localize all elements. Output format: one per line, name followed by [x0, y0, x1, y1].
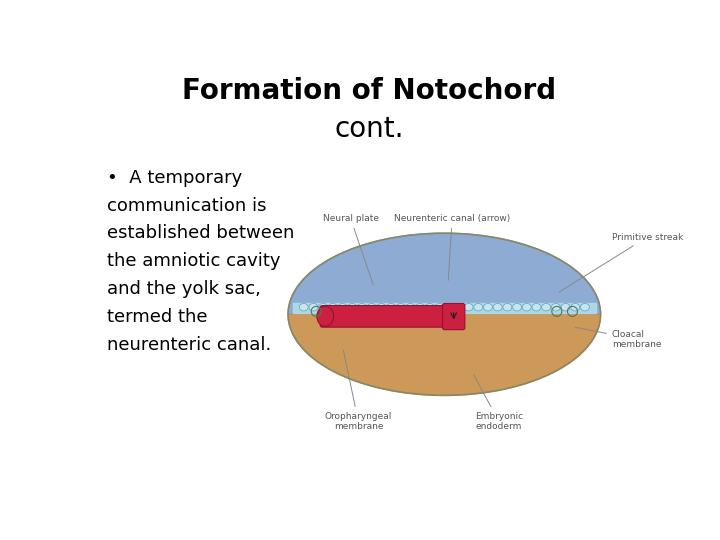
Ellipse shape	[474, 303, 482, 311]
Ellipse shape	[300, 303, 308, 311]
Ellipse shape	[532, 303, 541, 311]
Ellipse shape	[387, 303, 395, 311]
Ellipse shape	[552, 303, 560, 311]
Ellipse shape	[309, 303, 318, 311]
Text: Neurenteric canal (arrow): Neurenteric canal (arrow)	[394, 214, 510, 280]
Ellipse shape	[338, 303, 347, 311]
Ellipse shape	[493, 303, 502, 311]
Ellipse shape	[348, 303, 356, 311]
Ellipse shape	[415, 303, 425, 311]
Ellipse shape	[561, 303, 570, 311]
Ellipse shape	[464, 303, 473, 311]
Ellipse shape	[484, 303, 492, 311]
Ellipse shape	[319, 303, 328, 311]
Ellipse shape	[503, 303, 512, 311]
Polygon shape	[288, 314, 600, 395]
Ellipse shape	[435, 303, 444, 311]
Text: Oropharyngeal
membrane: Oropharyngeal membrane	[325, 350, 392, 431]
Text: Cloacal
membrane: Cloacal membrane	[575, 327, 661, 349]
Ellipse shape	[317, 306, 333, 326]
Ellipse shape	[454, 303, 464, 311]
FancyBboxPatch shape	[443, 303, 465, 329]
Text: •  A temporary
communication is
established between
the amniotic cavity
and the : • A temporary communication is establish…	[107, 168, 294, 354]
Text: Embryonic
endoderm: Embryonic endoderm	[474, 375, 523, 431]
Text: cont.: cont.	[334, 114, 404, 143]
Ellipse shape	[367, 303, 376, 311]
Ellipse shape	[571, 303, 580, 311]
Ellipse shape	[377, 303, 386, 311]
FancyBboxPatch shape	[320, 306, 454, 327]
Ellipse shape	[522, 303, 531, 311]
Text: Neural plate: Neural plate	[323, 214, 379, 285]
Ellipse shape	[426, 303, 434, 311]
Ellipse shape	[396, 303, 405, 311]
Ellipse shape	[328, 303, 337, 311]
Ellipse shape	[357, 303, 366, 311]
Polygon shape	[293, 303, 596, 313]
Polygon shape	[288, 233, 600, 314]
Text: Primitive streak: Primitive streak	[559, 233, 683, 292]
Text: Formation of Notochord: Formation of Notochord	[182, 77, 556, 105]
Ellipse shape	[406, 303, 415, 311]
Ellipse shape	[541, 303, 551, 311]
Ellipse shape	[513, 303, 521, 311]
Ellipse shape	[445, 303, 454, 311]
Ellipse shape	[580, 303, 590, 311]
